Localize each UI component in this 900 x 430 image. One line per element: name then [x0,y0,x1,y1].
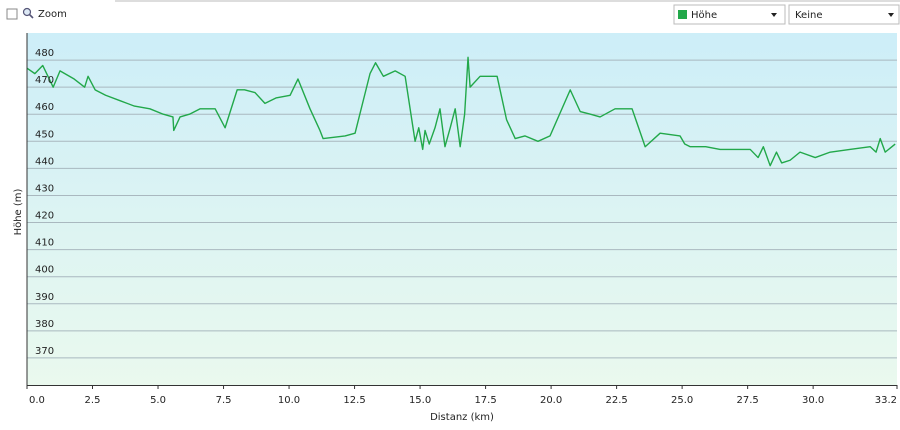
legend-label: Höhe [691,10,717,21]
series-dropdown[interactable]: Höhe [673,4,786,25]
x-tick-label: 20.0 [540,395,562,406]
x-tick-label: 7.5 [216,395,232,406]
zoom-icon [22,7,34,19]
x-tick-label: 10.0 [278,395,300,406]
x-tick-label: 27.5 [736,395,758,406]
x-tick-label: 33.2 [875,395,897,406]
elevation-line [26,56,896,167]
y-tick-label: 460 [35,102,54,113]
zoom-label[interactable]: Zoom [38,9,67,20]
y-tick-label: 470 [35,75,54,86]
y-tick-label: 430 [35,183,54,194]
secondary-label: Keine [795,10,822,21]
y-tick-label: 440 [35,156,54,167]
y-tick-label: 400 [35,265,54,276]
y-axis-title: Höhe (m) [13,188,24,235]
y-tick-label: 480 [35,48,54,59]
x-tick-label: 2.5 [85,395,101,406]
y-tick-label: 410 [35,238,54,249]
x-tick-label: 0.0 [29,395,45,406]
x-tick-label: 15.0 [409,395,431,406]
x-tick-label: 30.0 [802,395,824,406]
x-axis-title: Distanz (km) [430,412,494,423]
x-tick-label: 5.0 [150,395,166,406]
x-tick-label: 25.0 [671,395,693,406]
zoom-checkbox[interactable] [6,8,18,20]
legend-swatch [678,10,687,19]
x-tick-label: 22.5 [605,395,627,406]
plot-area [27,33,897,385]
y-tick-label: 380 [35,319,54,330]
x-tick-label: 12.5 [343,395,365,406]
y-tick-label: 450 [35,129,54,140]
y-tick-label: 390 [35,292,54,303]
y-tick-label: 420 [35,211,54,222]
x-tick-label: 17.5 [474,395,496,406]
y-tick-label: 370 [35,346,54,357]
secondary-dropdown[interactable]: Keine [788,4,900,25]
